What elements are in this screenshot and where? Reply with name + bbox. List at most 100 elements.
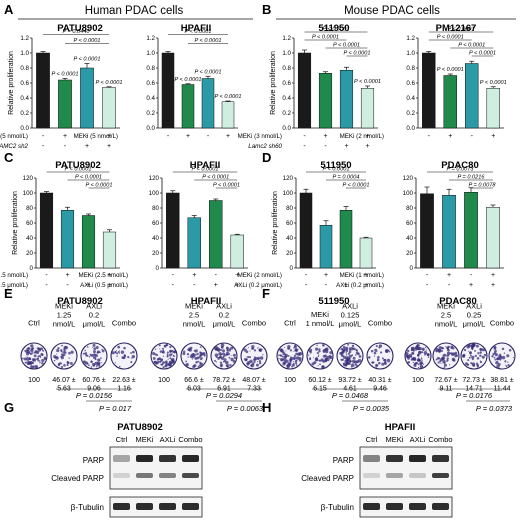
colony-dot [256,361,258,363]
colony-dot [424,346,427,349]
colony-value-label: 60.12 ± [308,377,331,384]
y-tick-label: 0.0 [146,125,155,132]
bar [221,101,235,129]
colony-dot [53,359,56,362]
treatment-mark: - [66,282,69,289]
bar [464,192,478,269]
colony-dot [498,353,502,357]
bar [359,237,373,269]
y-tick-label: 100 [149,190,160,197]
colony-well-image [460,342,488,370]
colony-dot [415,344,419,348]
colony-dot [32,361,34,364]
bracket-pvalue-label: P = 0.0073 [446,167,474,173]
panel-letter-a: A [4,2,14,17]
blot-row-label: Cleaved PARP [301,474,354,483]
bar [442,195,456,269]
bar-pvalue-label: P < 0.0001 [437,67,464,73]
colony-dot [197,365,200,368]
colony-dot [495,361,499,365]
colony-dot [289,359,292,362]
panel-letter-g: G [4,400,14,415]
y-tick-label: 40 [26,235,33,242]
colony-dot [479,348,483,352]
colony-dot [64,345,68,350]
panel-letter-d: D [262,150,271,165]
bracket-pvalue-label: P < 0.0001 [202,175,229,181]
colony-dot [115,350,117,352]
colony-dot [454,351,458,355]
colony-dot [59,362,62,365]
colony-dot [283,362,286,365]
y-tick-label: 120 [283,175,294,182]
band-parp [386,455,403,462]
colony-dot [278,358,280,360]
y-tick-label: 0.4 [20,95,29,102]
colony-condition-label: nmol/L [53,320,76,329]
colony-condition-label: Ctrl [28,319,40,328]
colony-dot [439,362,441,364]
bracket-pvalue-label: P < 0.0001 [469,51,496,57]
colony-dot [352,356,356,360]
y-tick-label: 0.8 [406,65,415,72]
colony-dot [86,346,89,348]
colony-dot [343,348,346,351]
bar [181,84,195,129]
treatment-mark: + [344,143,348,150]
bar-pvalue-label: P < 0.0001 [214,94,241,100]
bracket-pvalue-label: P < 0.0001 [85,183,112,189]
blot-lane-label: Ctrl [116,435,128,444]
bracket-pvalue-label: P < 0.0001 [342,183,369,189]
colony-dot [322,343,325,347]
bar-pvalue-label: P < 0.0001 [354,79,381,85]
colony-dot [435,348,439,351]
colony-dot [165,364,168,367]
colony-dot [90,360,93,364]
band-cleaved-parp [136,473,153,478]
colony-condition-label: AXLi [216,302,232,311]
colony-dot [155,348,157,350]
colony-dot [348,354,352,358]
treatment-row-label: AXLi (0.2 μmol/L) [336,282,384,289]
colony-condition-label: MEKi [185,302,203,311]
colony-dot [152,356,156,360]
chart-0: 0.0 0.2 0.4 0.6 0.8 1.0 1.2 Relative proliferat… [0,29,123,150]
colony-dot [228,348,231,351]
blot-row-label: PARP [83,456,104,465]
colony-value-label: 100 [28,377,40,384]
colony-condition-label: 1 nmol/L [306,319,335,328]
y-tick-label: 0.0 [20,125,29,132]
colony-dot [441,362,443,364]
colony-dot [246,362,250,366]
bracket-pvalue-label: P < 0.0001 [73,38,100,44]
colony-dot [345,352,347,354]
treatment-mark: - [86,133,89,140]
treatment-mark: + [65,272,69,279]
y-tick-label: 0.4 [146,95,155,102]
band-tubulin [386,503,403,510]
colony-dot [283,347,285,349]
colony-dot [479,351,482,354]
colony-dot [494,358,497,361]
colony-dot [293,358,296,360]
colony-dot [226,349,230,352]
blot-lane-label: AXLi [410,435,426,444]
colony-dot [388,350,391,353]
colony-dot [501,355,506,360]
band-cleaved-parp [363,473,380,478]
colony-dot [188,347,192,351]
colony-dot [418,359,421,362]
treatment-mark: - [167,133,170,140]
colony-dot [30,344,34,348]
y-tick-label: 0.6 [282,80,291,87]
chart-title: PDAC80 [441,160,479,171]
colony-dot [413,363,417,367]
y-tick-label: 120 [403,175,414,182]
y-tick-label: 60 [152,220,159,227]
y-tick-label: 1.0 [406,50,415,57]
colony-dot [316,344,318,347]
colony-condition-label: μmol/L [339,320,362,329]
colony-dot [318,354,320,356]
colony-dot [253,349,257,352]
treatment-mark: - [325,282,328,289]
